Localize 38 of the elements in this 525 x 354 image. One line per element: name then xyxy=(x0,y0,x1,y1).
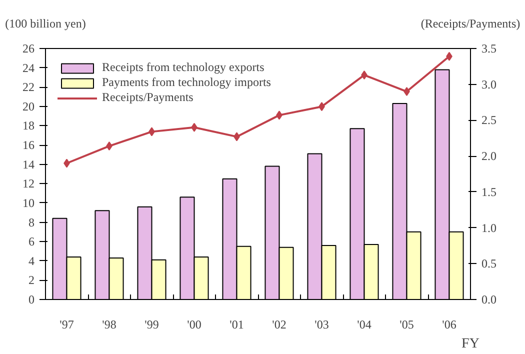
y-tick-label: 16 xyxy=(22,138,34,152)
legend-label: Receipts/Payments xyxy=(102,90,194,105)
y-tick-label: 6 xyxy=(28,234,34,249)
x-tick-label: '01 xyxy=(230,318,244,332)
y2-tick-label: 1.5 xyxy=(482,184,496,199)
y-tick-label: 26 xyxy=(22,42,34,56)
y2-tick-label: 3.5 xyxy=(482,42,496,56)
x-tick-label: '05 xyxy=(400,318,414,332)
x-tick-label: '97 xyxy=(60,318,74,332)
x-tick-label: '03 xyxy=(314,318,329,332)
y-axis-title: (100 billion yen) xyxy=(5,16,86,30)
y2-tick-label: 0.0 xyxy=(482,292,496,306)
y-tick-label: 20 xyxy=(22,99,34,114)
y-tick-label: 18 xyxy=(22,118,34,133)
y-tick-label: 0 xyxy=(28,292,34,306)
y-tick-label: 4 xyxy=(28,254,34,268)
y-tick-label: 22 xyxy=(22,80,34,94)
x-axis-title: FY xyxy=(462,336,480,352)
y2-tick-label: 3.0 xyxy=(482,77,496,92)
x-tick-label: '99 xyxy=(144,318,159,332)
y2-axis-title: (Receipts/Payments) xyxy=(420,16,520,30)
x-tick-label: '02 xyxy=(272,318,286,332)
y-tick-label: 8 xyxy=(28,215,34,230)
x-tick-label: '04 xyxy=(357,318,372,332)
y-tick-label: 10 xyxy=(22,196,34,210)
y2-tick-label: 2.5 xyxy=(482,113,496,128)
y-tick-label: 24 xyxy=(22,60,34,75)
y-tick-label: 12 xyxy=(22,176,34,191)
y-tick-label: 14 xyxy=(22,157,34,172)
y2-tick-label: 0.5 xyxy=(482,256,496,271)
x-tick-label: '98 xyxy=(102,318,116,332)
y2-tick-label: 1.0 xyxy=(482,220,496,235)
x-tick-label: '00 xyxy=(187,318,202,332)
y-tick-label: 2 xyxy=(28,273,34,288)
y2-tick-label: 2.0 xyxy=(482,149,496,164)
legend-label: Payments from technology imports xyxy=(102,75,271,90)
x-tick-label: '06 xyxy=(442,318,456,332)
legend-label: Receipts from technology exports xyxy=(102,60,264,75)
